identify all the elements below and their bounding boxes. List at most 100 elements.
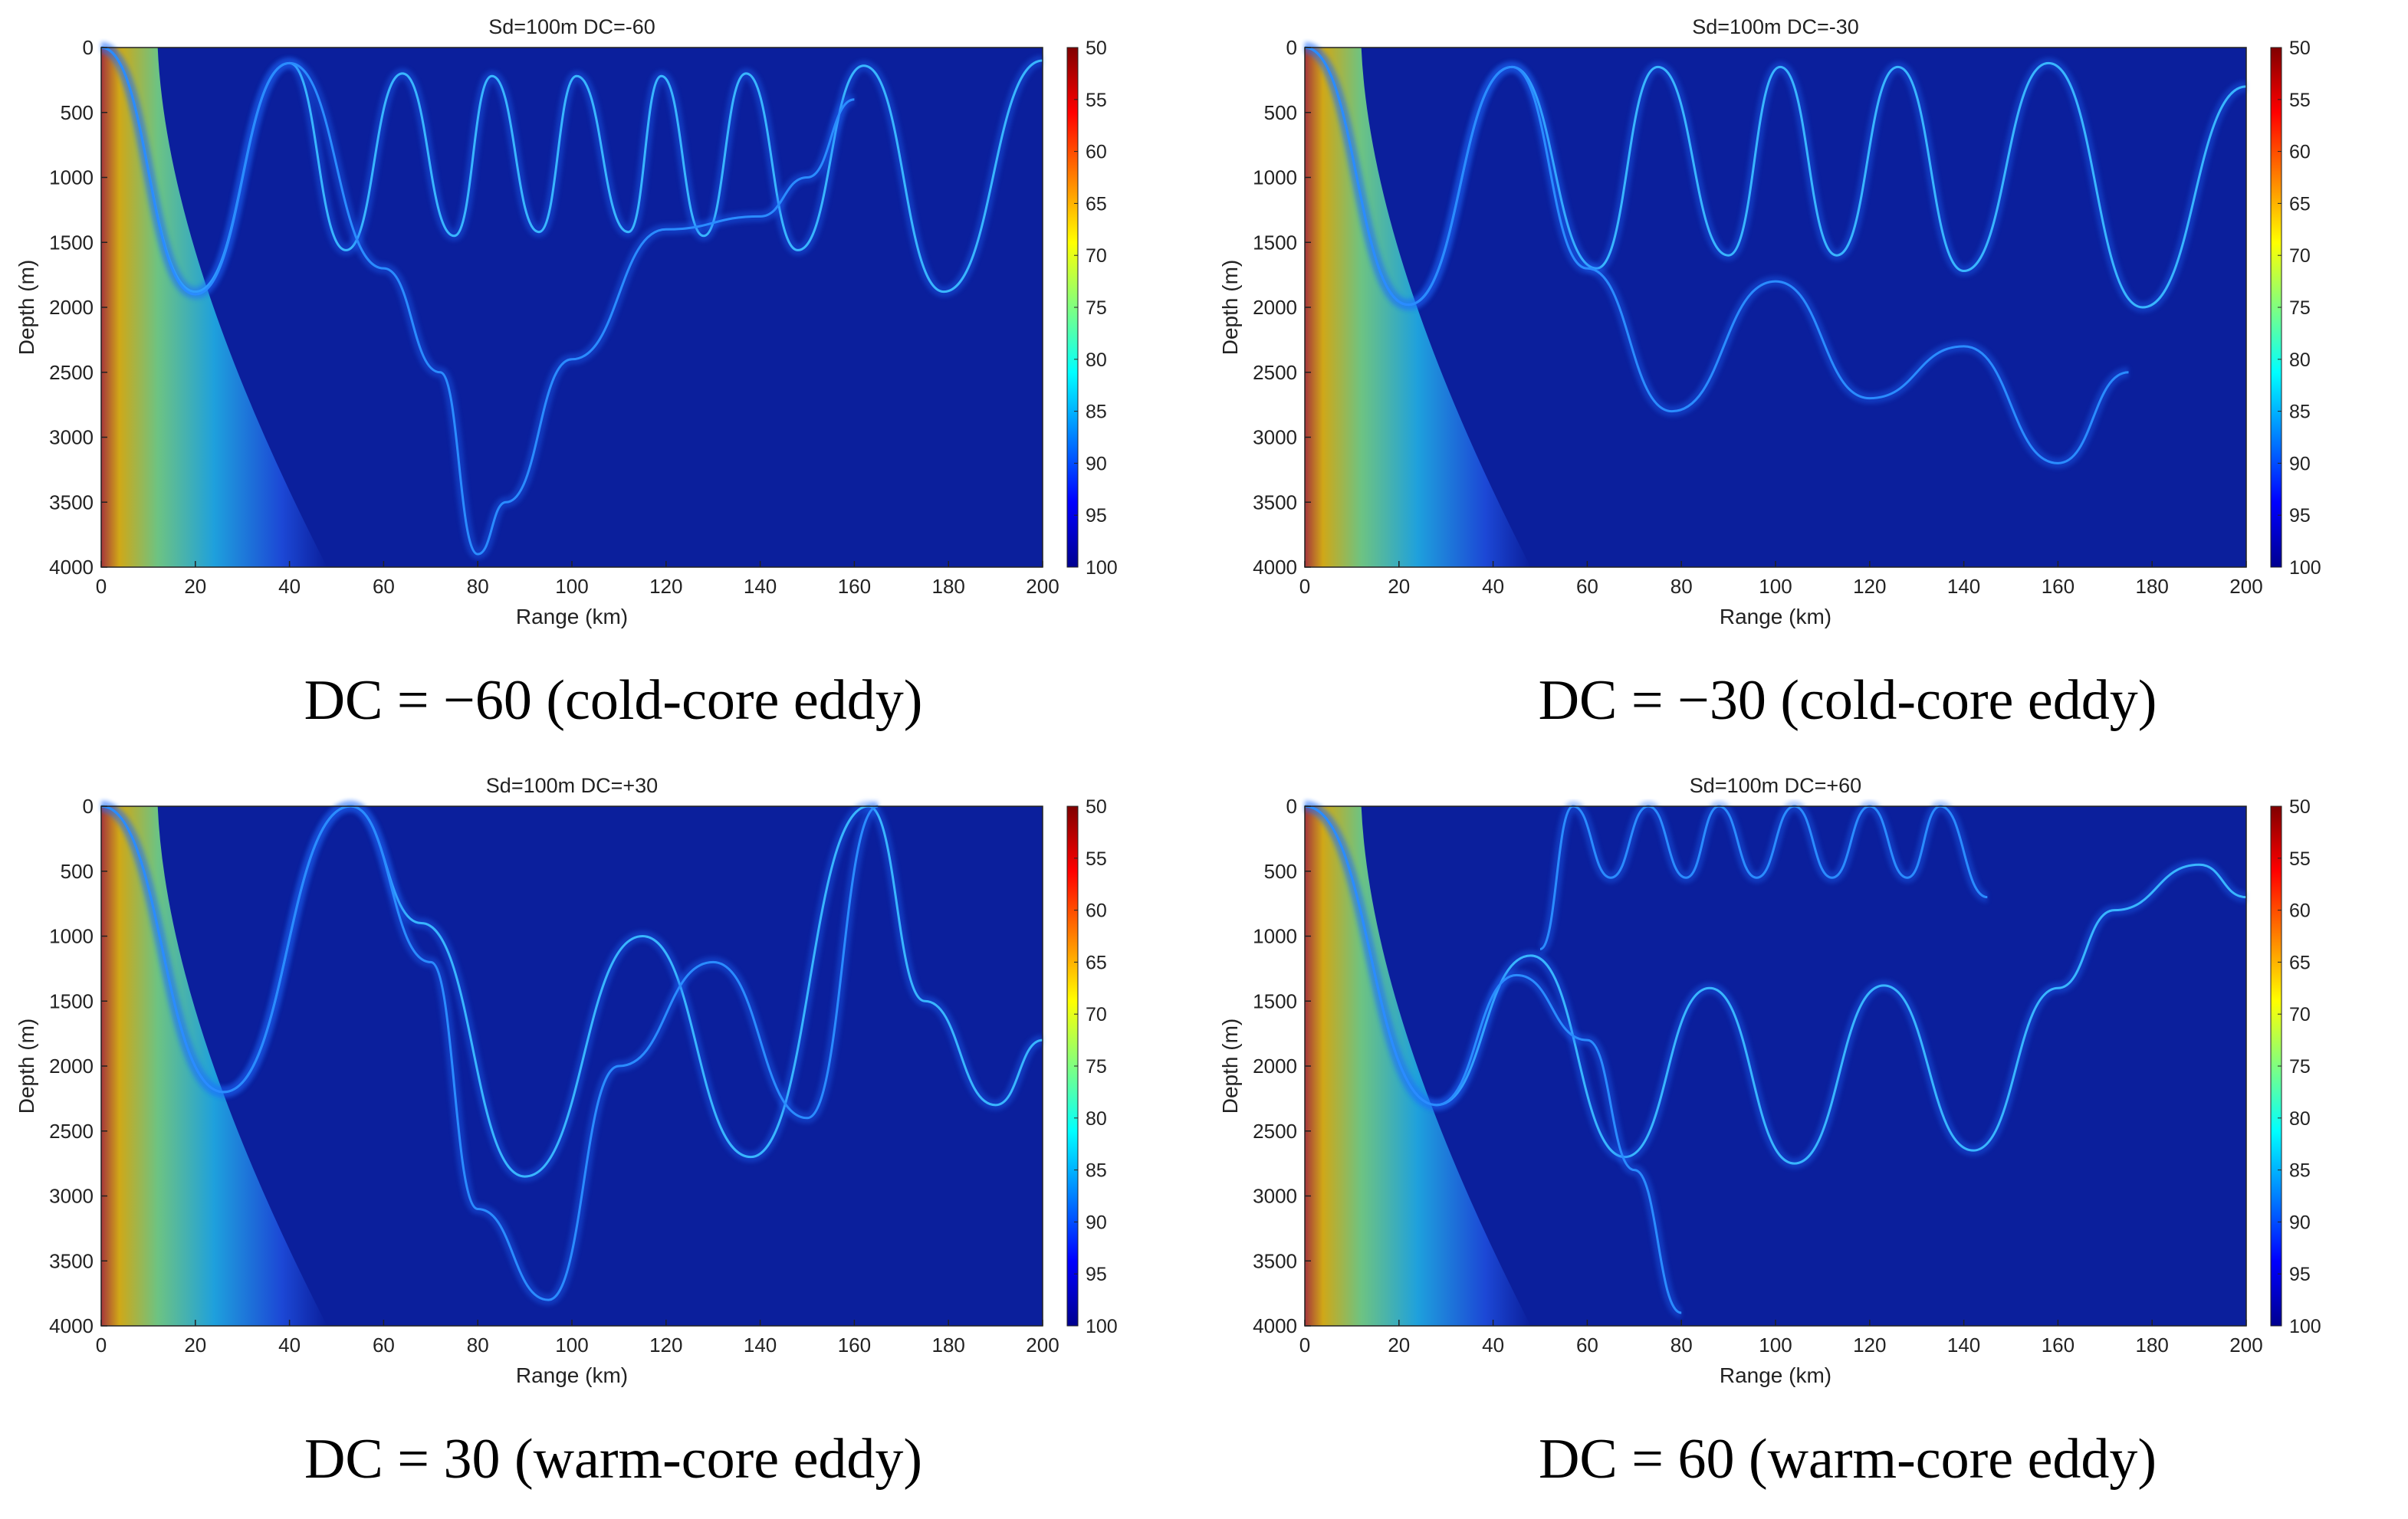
colorbar-tick-label: 80 [1086, 1108, 1107, 1130]
x-tick-label: 120 [649, 575, 682, 598]
y-tick-label: 2500 [1253, 1120, 1297, 1143]
colorbar-tick-label: 60 [1086, 142, 1107, 163]
x-tick-label: 0 [96, 1334, 107, 1357]
y-tick-label: 2000 [49, 1055, 94, 1078]
colorbar-tick-label: 75 [1086, 1056, 1107, 1078]
chart-title: Sd=100m DC=+60 [1690, 774, 1861, 797]
y-tick-label: 3500 [1253, 1249, 1297, 1272]
ray-path [1304, 46, 2129, 464]
y-tick-label: 2000 [1253, 296, 1297, 319]
x-tick-label: 60 [373, 575, 395, 598]
y-tick-label: 3000 [49, 1185, 94, 1208]
colorbar-tick-label: 60 [2289, 901, 2311, 922]
y-tick-label: 1000 [49, 166, 94, 189]
colorbar-tick-label: 50 [1086, 796, 1107, 818]
x-tick-label: 80 [1670, 1334, 1693, 1357]
x-tick-label: 0 [96, 575, 107, 598]
x-tick-label: 100 [555, 575, 588, 598]
y-tick-label: 0 [1286, 795, 1297, 818]
colorbar-tick-label: 80 [2289, 349, 2311, 371]
y-tick-label: 500 [1264, 101, 1297, 124]
x-tick-label: 20 [184, 1334, 206, 1357]
x-tick-label: 120 [649, 1334, 682, 1357]
panel-caption: DC = −60 (cold-core eddy) [304, 669, 923, 732]
colorbar-tick-label: 95 [2289, 1264, 2311, 1285]
x-tick-label: 140 [744, 575, 777, 598]
x-tick-label: 120 [1853, 1334, 1886, 1357]
colorbar-tick-label: 90 [2289, 1212, 2311, 1233]
chart-title: Sd=100m DC=+30 [486, 774, 658, 797]
y-tick-label: 3000 [49, 426, 94, 449]
colorbar-tick-label: 85 [1086, 1160, 1107, 1182]
y-tick-label: 0 [83, 36, 94, 59]
x-tick-label: 160 [838, 575, 871, 598]
colorbar-tick-label: 85 [2289, 402, 2311, 423]
ray-path [1304, 805, 1682, 1314]
colorbar-tick-label: 65 [1086, 952, 1107, 973]
x-tick-label: 60 [1576, 1334, 1598, 1357]
y-tick-label: 4000 [1253, 1314, 1297, 1337]
y-tick-label: 2500 [1253, 361, 1297, 384]
colorbar-tick-label: 100 [2289, 1316, 2321, 1337]
x-tick-label: 100 [1759, 1334, 1792, 1357]
colorbar-tick-label: 55 [2289, 90, 2311, 111]
x-axis-label: Range (km) [516, 605, 628, 628]
x-tick-label: 20 [184, 575, 206, 598]
x-tick-label: 160 [2042, 575, 2075, 598]
y-tick-label: 1000 [1253, 925, 1297, 948]
colorbar-tick-label: 60 [1086, 901, 1107, 922]
colorbar-tick-label: 70 [2289, 245, 2311, 267]
x-tick-label: 180 [2136, 1334, 2169, 1357]
ray-path [100, 805, 879, 1301]
colorbar-tick-label: 90 [1086, 453, 1107, 474]
colorbar-tick-label: 75 [2289, 1056, 2311, 1078]
x-tick-label: 60 [373, 1334, 395, 1357]
panel-caption: DC = 60 (warm-core eddy) [1538, 1428, 2157, 1491]
x-tick-label: 20 [1388, 1334, 1410, 1357]
colorbar-tick-label: 80 [2289, 1108, 2311, 1130]
colorbar-tick-label: 95 [1086, 505, 1107, 527]
colorbar-tick-label: 50 [1086, 38, 1107, 59]
y-tick-label: 1500 [49, 989, 94, 1012]
y-tick-label: 2500 [49, 1120, 94, 1143]
x-tick-label: 0 [1299, 575, 1310, 598]
x-tick-label: 160 [838, 1334, 871, 1357]
colorbar-tick-label: 60 [2289, 142, 2311, 163]
y-tick-label: 500 [61, 860, 94, 883]
y-axis-label: Depth (m) [15, 260, 38, 355]
x-tick-label: 40 [278, 575, 301, 598]
x-tick-label: 200 [1026, 575, 1059, 598]
colorbar-tick-label: 95 [1086, 1264, 1107, 1285]
x-tick-label: 40 [1482, 575, 1504, 598]
colorbar-tick-label: 75 [1086, 297, 1107, 319]
y-tick-label: 3000 [1253, 1185, 1297, 1208]
y-tick-label: 500 [1264, 860, 1297, 883]
colorbar-tick-label: 90 [1086, 1212, 1107, 1233]
colorbar-tick-label: 50 [2289, 796, 2311, 818]
y-tick-label: 2000 [49, 296, 94, 319]
x-tick-label: 160 [2042, 1334, 2075, 1357]
x-tick-label: 200 [2229, 1334, 2262, 1357]
colorbar-tick-label: 100 [1086, 557, 1118, 579]
x-axis-label: Range (km) [516, 1363, 628, 1387]
colorbar-tick-label: 50 [2289, 38, 2311, 59]
y-tick-label: 4000 [1253, 556, 1297, 579]
y-tick-label: 0 [1286, 36, 1297, 59]
x-axis-label: Range (km) [1720, 1363, 1831, 1387]
x-tick-label: 180 [932, 575, 965, 598]
x-tick-label: 40 [278, 1334, 301, 1357]
colorbar-tick-label: 90 [2289, 453, 2311, 474]
x-tick-label: 0 [1299, 1334, 1310, 1357]
x-tick-label: 60 [1576, 575, 1598, 598]
x-tick-label: 100 [555, 1334, 588, 1357]
x-tick-label: 40 [1482, 1334, 1504, 1357]
colorbar-tick-label: 70 [1086, 245, 1107, 267]
y-tick-label: 1500 [1253, 231, 1297, 254]
chart-panel-dc-plus-30: Sd=100m DC=+30 0 20 40 60 80 100 120 140 160 180 20… [15, 774, 1118, 1387]
colorbar-tick-label: 65 [1086, 193, 1107, 215]
x-tick-label: 180 [2136, 575, 2169, 598]
x-tick-label: 140 [1947, 575, 1980, 598]
chart-title: Sd=100m DC=-60 [488, 15, 655, 38]
colorbar-tick-label: 95 [2289, 505, 2311, 527]
colorbar-tick-label: 65 [2289, 193, 2311, 215]
